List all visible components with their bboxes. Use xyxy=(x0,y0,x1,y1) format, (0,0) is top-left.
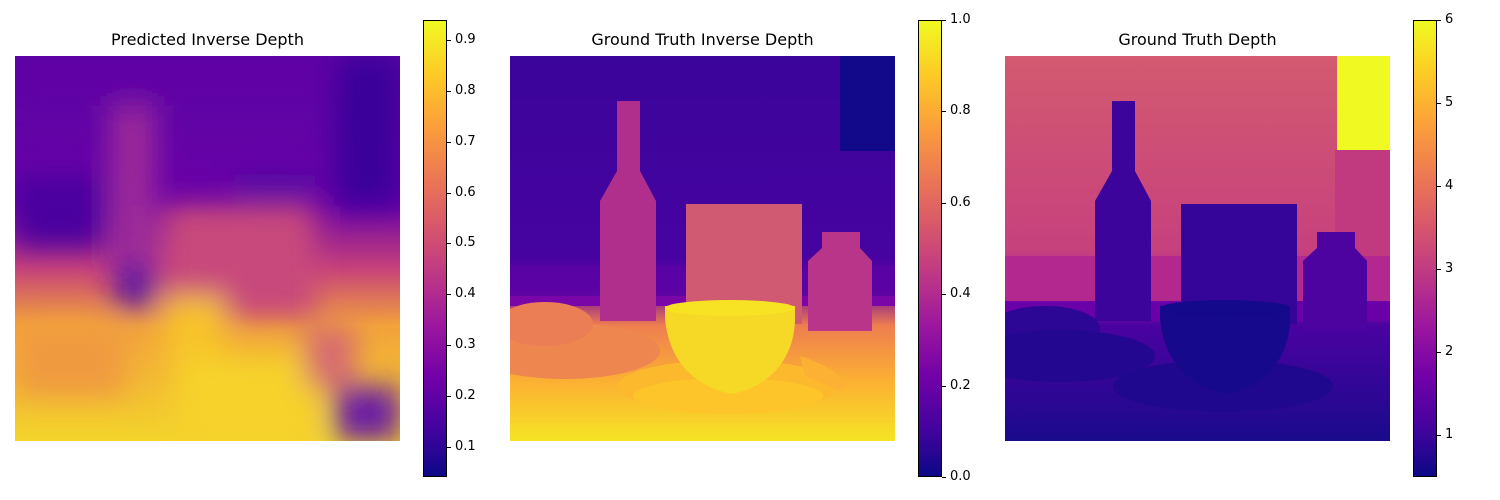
tick-mark xyxy=(1437,435,1441,436)
tick-label: 0.7 xyxy=(455,134,476,149)
tick-label: 2 xyxy=(1445,344,1454,359)
tick-mark xyxy=(942,477,946,478)
tick-mark xyxy=(1437,186,1441,187)
tick-label: 6 xyxy=(1445,12,1454,27)
chart-title: Predicted Inverse Depth xyxy=(111,30,304,49)
tick-label: 0.8 xyxy=(455,83,476,98)
chart-title: Ground Truth Depth xyxy=(1118,30,1277,49)
tick-label: 4 xyxy=(1445,178,1454,193)
tick-mark xyxy=(447,142,451,143)
tick-label: 0.9 xyxy=(455,32,476,47)
tick-mark xyxy=(447,345,451,346)
tick-mark xyxy=(447,294,451,295)
colorbar-ground-truth-depth xyxy=(1413,20,1437,477)
tick-label: 0.3 xyxy=(455,337,476,352)
tick-label: 0.1 xyxy=(455,439,476,454)
colorbar-ticks-3: 1 2 3 4 5 6 xyxy=(1437,12,1497,477)
tick-mark xyxy=(1437,103,1441,104)
ground-truth-inverse-depth-map xyxy=(510,56,895,441)
colorbar-predicted-inverse-depth xyxy=(423,20,447,477)
tick-mark xyxy=(942,294,946,295)
tick-mark xyxy=(942,386,946,387)
tick-label: 1.0 xyxy=(950,12,971,27)
tick-mark xyxy=(447,91,451,92)
chart-title: Ground Truth Inverse Depth xyxy=(591,30,814,49)
tick-mark xyxy=(447,40,451,41)
tick-label: 0.4 xyxy=(455,286,476,301)
colorbar-ticks-2: 0.0 0.2 0.4 0.6 0.8 1.0 xyxy=(942,12,1002,484)
colorbar-ground-truth-inverse-depth xyxy=(918,20,942,477)
tick-label: 1 xyxy=(1445,427,1454,442)
tick-mark xyxy=(1437,352,1441,353)
tick-label: 3 xyxy=(1445,261,1454,276)
tick-mark xyxy=(1437,20,1441,21)
tick-label: 0.2 xyxy=(950,378,971,393)
tick-mark xyxy=(447,193,451,194)
tick-mark xyxy=(447,243,451,244)
predicted-inverse-depth-map xyxy=(15,56,400,441)
tick-mark xyxy=(447,396,451,397)
colorbar-ticks-1: 0.1 0.2 0.3 0.4 0.5 0.6 0.7 0.8 0.9 xyxy=(447,20,507,477)
tick-label: 5 xyxy=(1445,95,1454,110)
tick-mark xyxy=(942,203,946,204)
tick-label: 0.0 xyxy=(950,469,971,484)
tick-mark xyxy=(942,111,946,112)
ground-truth-depth-map xyxy=(1005,56,1390,441)
tick-mark xyxy=(447,447,451,448)
tick-label: 0.5 xyxy=(455,235,476,250)
tick-label: 0.6 xyxy=(455,185,476,200)
tick-label: 0.6 xyxy=(950,195,971,210)
tick-mark xyxy=(942,20,946,21)
tick-mark xyxy=(1437,269,1441,270)
tick-label: 0.8 xyxy=(950,103,971,118)
tick-label: 0.4 xyxy=(950,286,971,301)
tick-label: 0.2 xyxy=(455,388,476,403)
